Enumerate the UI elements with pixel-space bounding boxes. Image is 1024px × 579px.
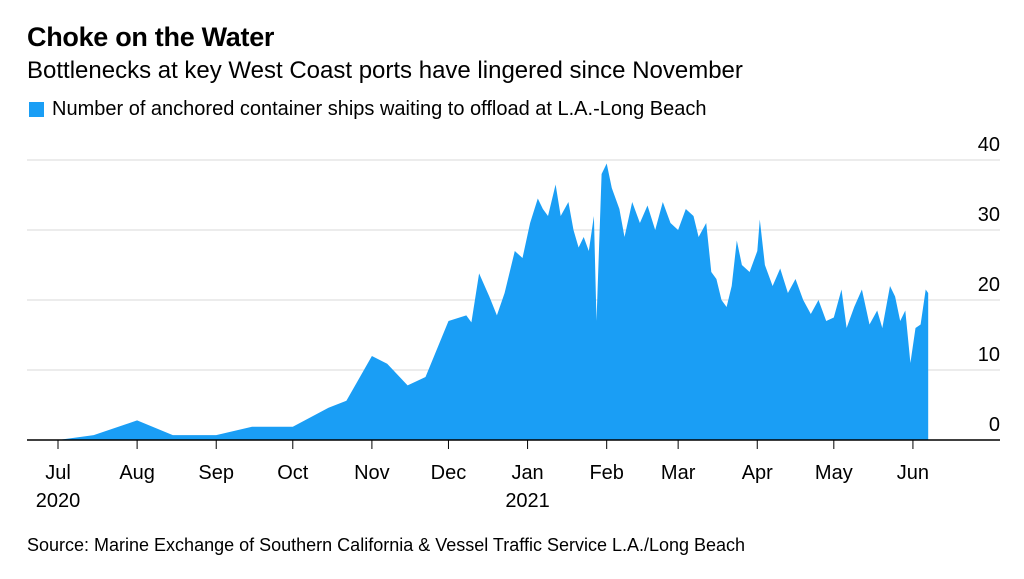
x-tick-year-label: 2021	[505, 490, 550, 512]
series-area	[58, 163, 929, 440]
legend-swatch	[29, 102, 44, 117]
x-tick-label: Oct	[277, 462, 309, 484]
chart-title: Choke on the Water	[27, 22, 275, 52]
legend-label: Number of anchored container ships waiti…	[52, 98, 707, 120]
x-tick-label: Dec	[431, 462, 467, 484]
x-tick-label: Jun	[897, 462, 929, 484]
y-tick-label: 20	[978, 274, 1000, 296]
x-tick-label: Aug	[119, 462, 155, 484]
legend: Number of anchored container ships waiti…	[29, 98, 706, 121]
x-tick-label: Mar	[661, 462, 696, 484]
x-tick-label: Jul	[45, 462, 71, 484]
x-tick-label: Apr	[742, 462, 773, 484]
x-tick-label: Jan	[511, 462, 543, 484]
source-note: Source: Marine Exchange of Southern Cali…	[27, 535, 746, 555]
x-tick-label: Feb	[589, 462, 623, 484]
y-tick-label: 40	[978, 134, 1000, 156]
x-tick-label: Sep	[198, 462, 234, 484]
x-tick-label: May	[815, 462, 853, 484]
y-tick-label: 0	[989, 414, 1000, 436]
y-tick-label: 30	[978, 204, 1000, 226]
x-tick-year-label: 2020	[36, 490, 81, 512]
y-tick-label: 10	[978, 344, 1000, 366]
chart-subtitle: Bottlenecks at key West Coast ports have…	[27, 57, 743, 84]
x-tick-label: Nov	[354, 462, 390, 484]
